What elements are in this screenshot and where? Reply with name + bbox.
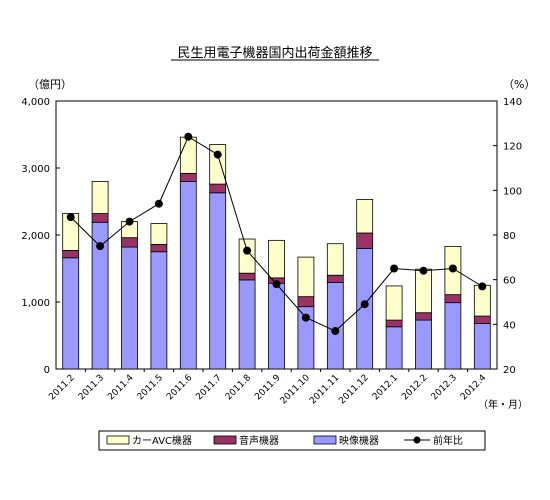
x-tick-label: 2011.10 [279,373,313,407]
bar-segment [473,315,491,324]
legend: カーAVC機器 音声機器 映像機器 前年比 [98,430,486,451]
legend-label: カーAVC機器 [132,434,192,447]
bar-segment [238,238,256,274]
legend-swatch [313,435,337,445]
line-point [478,282,487,291]
line-series-group [66,132,487,336]
legend-line-marker [413,436,421,444]
y-left-tick-label: 3,000 [21,164,50,175]
y-right-tick-label: 80 [503,231,516,242]
bar-series-group [62,136,491,370]
bar-segment [444,302,462,370]
x-tick-label: 2011.6 [165,373,195,403]
line-point [301,313,310,322]
line-point [331,327,340,336]
y-left-unit: （億円） [28,78,72,91]
bar-segment [268,282,285,370]
y-right-tick-label: 60 [503,276,516,287]
bar-segment [209,192,227,370]
x-tick-label: 2011.9 [253,373,283,403]
y-left-tick-label: 1,000 [21,298,50,309]
x-tick-label: 2012.4 [459,373,489,403]
bar-segment [415,312,432,321]
x-tick-label: 2012.2 [400,373,429,402]
bar-segment [91,213,109,223]
x-tick-labels: 2011.2 2011.3 2011.4 2011.5 2011.6 2011.7 2011… [47,373,488,407]
bar-segment [121,237,138,248]
bar-segment [385,319,403,328]
bar-segment [179,180,197,370]
bar-segment [415,319,432,370]
y-left-tick-label: 4,000 [21,97,50,108]
y-right-tick-label: 40 [503,320,516,331]
x-tick-label: 2012.1 [371,373,400,402]
line-point [419,266,428,275]
line-point [125,217,134,226]
y-right-tick-labels: 20 40 60 80 100 120 140 [503,97,522,376]
legend-label: 音声機器 [239,434,279,447]
line-point [448,264,457,273]
bar-segment [385,326,403,370]
line-point [184,132,193,141]
bar-segment [179,136,197,174]
chart-title: 民生用電子機器国内出荷金額推移 [177,45,372,61]
y-right-tick-label: 140 [503,97,522,108]
y-left-tick-label: 0 [44,365,50,376]
bar-segment [150,251,168,370]
bar-segment [326,243,344,276]
bar-segment [444,294,462,304]
x-tick-label: 2011.3 [77,373,106,402]
legend-label: 前年比 [433,434,463,447]
x-tick-label: 2011.8 [224,373,254,403]
bar-segment [62,257,80,370]
y-left-tick-label: 2,000 [21,231,50,242]
line-point [96,242,105,251]
bar-segment [150,243,168,253]
bar-segment [209,183,227,194]
line-point [154,199,163,208]
bar-segment [238,279,256,370]
line-point [390,264,399,273]
x-tick-label: 2011.11 [308,373,341,406]
x-tick-label: 2012.3 [430,373,459,402]
bar-segment [356,232,374,249]
line-point [66,213,75,222]
line-point [243,246,252,255]
bar-segment [415,268,432,314]
y-left-tick-labels: 0 1,000 2,000 3,000 4,000 [21,97,50,376]
bar-segment [62,250,80,259]
bar-segment [121,246,138,370]
x-tick-label: 2011.4 [106,373,136,403]
y-right-tick-label: 120 [503,142,522,153]
legend-swatch [106,435,130,445]
line-point [360,300,369,309]
bar-segment [209,144,227,185]
y-right-unit: （%） [503,78,535,91]
y-right-tick-label: 20 [503,365,516,376]
bar-segment [385,285,403,321]
bar-segment [179,172,197,182]
bar-segment [473,323,491,370]
bar-segment [91,180,109,214]
line-point [272,280,281,289]
y-right-tick-label: 100 [503,186,522,197]
legend-swatch [213,435,237,445]
x-tick-label: 2011.7 [194,373,223,402]
x-tick-label: 2011.12 [337,373,370,406]
legend-box [98,430,486,451]
bar-segment [326,274,344,283]
bar-segment [356,199,374,234]
x-tick-label: 2011.5 [136,373,165,402]
bar-segment [297,256,315,298]
bar-segment [238,272,256,281]
x-tick-label: 2011.2 [47,373,76,402]
bar-segment [297,296,315,308]
x-unit: （年・月） [478,398,528,411]
legend-label: 映像機器 [339,434,379,447]
bar-segment [150,223,168,245]
bar-segment [268,239,285,279]
line-point [213,150,222,159]
